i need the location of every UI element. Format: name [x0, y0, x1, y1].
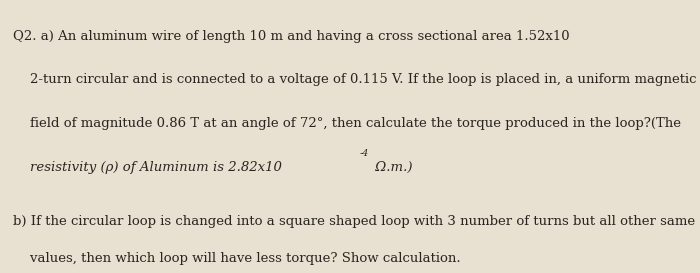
- Text: values, then which loop will have less torque? Show calculation.: values, then which loop will have less t…: [13, 252, 460, 265]
- Text: resistivity (ρ) of Aluminum is 2.82x10: resistivity (ρ) of Aluminum is 2.82x10: [13, 161, 281, 174]
- Text: Ω.m.): Ω.m.): [372, 161, 413, 174]
- Text: Q2. a) An aluminum wire of length 10 m and having a cross sectional area 1.52x10: Q2. a) An aluminum wire of length 10 m a…: [13, 29, 569, 43]
- Text: 2-turn circular and is connected to a voltage of 0.115 V. If the loop is placed : 2-turn circular and is connected to a vo…: [13, 73, 696, 86]
- Text: field of magnitude 0.86 T at an angle of 72°, then calculate the torque produced: field of magnitude 0.86 T at an angle of…: [13, 117, 680, 130]
- Text: b) If the circular loop is changed into a square shaped loop with 3 number of tu: b) If the circular loop is changed into …: [13, 215, 694, 228]
- Text: -4: -4: [360, 149, 369, 158]
